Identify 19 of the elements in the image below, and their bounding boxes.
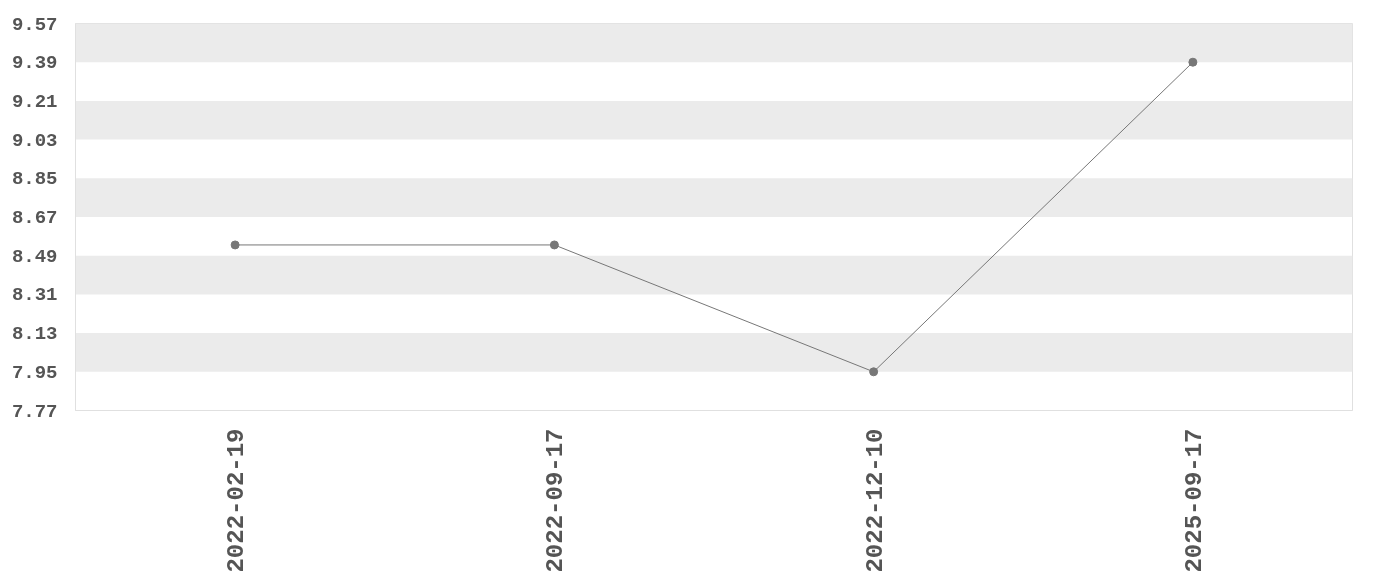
y-tick-label: 7.95 bbox=[11, 361, 58, 384]
y-tick-label: 9.57 bbox=[11, 13, 58, 36]
y-tick-label: 9.03 bbox=[11, 129, 58, 152]
y-tick-label: 8.31 bbox=[11, 284, 58, 307]
point bbox=[869, 367, 879, 377]
y-tick-label: 9.39 bbox=[11, 52, 58, 75]
y-tick-label: 8.85 bbox=[11, 168, 58, 191]
y-tick-label: 7.77 bbox=[11, 400, 58, 423]
x-tick-label: 2022-09-17 bbox=[542, 428, 570, 573]
point bbox=[230, 240, 240, 250]
x-tick-label: 2022-12-10 bbox=[861, 428, 889, 573]
x-tick-label: 2025-09-17 bbox=[1180, 428, 1208, 573]
y-tick-label: 9.21 bbox=[11, 90, 58, 113]
x-tick-label: 2022-02-19 bbox=[223, 428, 251, 573]
y-tick-label: 8.49 bbox=[11, 245, 58, 268]
point bbox=[549, 240, 559, 250]
y-tick-label: 8.13 bbox=[11, 323, 58, 346]
point bbox=[1188, 57, 1198, 67]
y-tick-label: 8.67 bbox=[11, 207, 58, 229]
